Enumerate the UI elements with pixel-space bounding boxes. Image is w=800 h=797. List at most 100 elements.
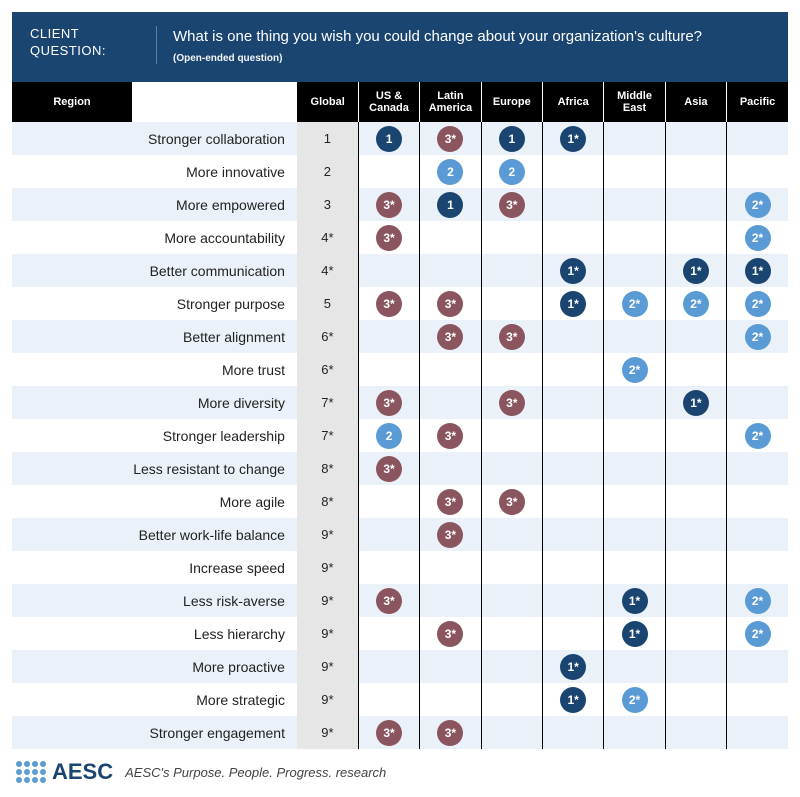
- rank-cell: 3*: [481, 320, 542, 353]
- rank-badge: 1*: [560, 126, 586, 152]
- table-row: More empowered33*13*2*: [12, 188, 788, 221]
- rank-cell: 3*: [420, 617, 481, 650]
- row-label: Less resistant to change: [12, 452, 297, 485]
- footer-tagline: AESC's Purpose. People. Progress. resear…: [125, 765, 386, 780]
- rank-badge: 3*: [376, 192, 402, 218]
- rank-cell: 3*: [358, 287, 419, 320]
- table-row: More trust6*2*: [12, 353, 788, 386]
- rank-badge: 2: [499, 159, 525, 185]
- rank-cell: 3*: [358, 221, 419, 254]
- col-header-asia: Asia: [665, 82, 726, 122]
- rank-cell: [727, 122, 788, 155]
- rank-cell: [358, 320, 419, 353]
- rank-cell: [604, 650, 665, 683]
- rank-cell: [542, 386, 603, 419]
- header-label: CLIENT QUESTION:: [30, 26, 140, 60]
- rank-cell: [727, 485, 788, 518]
- table-row: Increase speed9*: [12, 551, 788, 584]
- rank-cell: [542, 188, 603, 221]
- rank-badge: 3*: [499, 324, 525, 350]
- rank-badge: 1: [437, 192, 463, 218]
- rank-badge: 3*: [499, 489, 525, 515]
- rank-cell: [604, 551, 665, 584]
- row-label: More strategic: [12, 683, 297, 716]
- rank-cell: [542, 551, 603, 584]
- rank-badge: 3*: [499, 390, 525, 416]
- rank-cell: 2*: [604, 683, 665, 716]
- rank-cell: [481, 683, 542, 716]
- rank-cell: [604, 485, 665, 518]
- row-label: More empowered: [12, 188, 297, 221]
- rank-cell: 2*: [727, 287, 788, 320]
- rank-cell: [665, 452, 726, 485]
- rank-cell: 1: [420, 188, 481, 221]
- table-row: Less hierarchy9*3*1*2*: [12, 617, 788, 650]
- rank-cell: [604, 254, 665, 287]
- rank-cell: 2*: [727, 584, 788, 617]
- rank-badge: 3*: [437, 621, 463, 647]
- rank-cell: [358, 155, 419, 188]
- global-rank-cell: 4*: [297, 254, 358, 287]
- rank-cell: 2*: [727, 221, 788, 254]
- col-header-middle-east: Middle East: [604, 82, 665, 122]
- rank-cell: 2*: [727, 419, 788, 452]
- rank-cell: [481, 617, 542, 650]
- rank-cell: 3*: [481, 188, 542, 221]
- rank-cell: [604, 188, 665, 221]
- rank-cell: 3*: [358, 386, 419, 419]
- row-label: More proactive: [12, 650, 297, 683]
- rank-badge: 1*: [560, 258, 586, 284]
- rank-cell: [604, 452, 665, 485]
- rank-cell: 1*: [727, 254, 788, 287]
- rank-cell: [481, 221, 542, 254]
- table-row: Better alignment6*3*3*2*: [12, 320, 788, 353]
- rank-cell: [542, 584, 603, 617]
- rank-badge: 3*: [437, 126, 463, 152]
- rank-cell: 2*: [665, 287, 726, 320]
- rank-badge: 3*: [376, 225, 402, 251]
- rank-cell: [358, 353, 419, 386]
- table-row: Less risk-averse9*3*1*2*: [12, 584, 788, 617]
- global-rank-cell: 9*: [297, 650, 358, 683]
- rank-cell: 3*: [420, 287, 481, 320]
- rank-cell: 3*: [358, 716, 419, 749]
- rank-cell: [420, 353, 481, 386]
- row-label: More diversity: [12, 386, 297, 419]
- rank-cell: [727, 650, 788, 683]
- rank-cell: [727, 551, 788, 584]
- rank-cell: [727, 353, 788, 386]
- rank-badge: 1*: [622, 588, 648, 614]
- rank-cell: [665, 551, 726, 584]
- rank-cell: [481, 287, 542, 320]
- global-rank-cell: 6*: [297, 353, 358, 386]
- rank-cell: [727, 683, 788, 716]
- rank-cell: [665, 485, 726, 518]
- rank-cell: [420, 683, 481, 716]
- rank-cell: [542, 155, 603, 188]
- global-rank-cell: 9*: [297, 551, 358, 584]
- rank-cell: [727, 452, 788, 485]
- global-rank-cell: 7*: [297, 419, 358, 452]
- rank-cell: [420, 386, 481, 419]
- rank-cell: [665, 518, 726, 551]
- rank-cell: [542, 716, 603, 749]
- rank-cell: [358, 254, 419, 287]
- rank-cell: [665, 188, 726, 221]
- row-label: Stronger purpose: [12, 287, 297, 320]
- rank-cell: 1*: [542, 254, 603, 287]
- header-question-block: What is one thing you wish you could cha…: [173, 26, 702, 64]
- rank-cell: [358, 617, 419, 650]
- rank-badge: 2*: [745, 192, 771, 218]
- header-sub: (Open-ended question): [173, 53, 702, 64]
- table-row: More diversity7*3*3*1*: [12, 386, 788, 419]
- row-label: More accountability: [12, 221, 297, 254]
- rank-cell: [481, 584, 542, 617]
- rank-badge: 2: [376, 423, 402, 449]
- rank-badge: 3*: [437, 489, 463, 515]
- rank-cell: [481, 419, 542, 452]
- rank-badge: 2*: [622, 687, 648, 713]
- rank-badge: 1*: [683, 258, 709, 284]
- rank-cell: [542, 353, 603, 386]
- row-label: More innovative: [12, 155, 297, 188]
- rank-badge: 3*: [376, 456, 402, 482]
